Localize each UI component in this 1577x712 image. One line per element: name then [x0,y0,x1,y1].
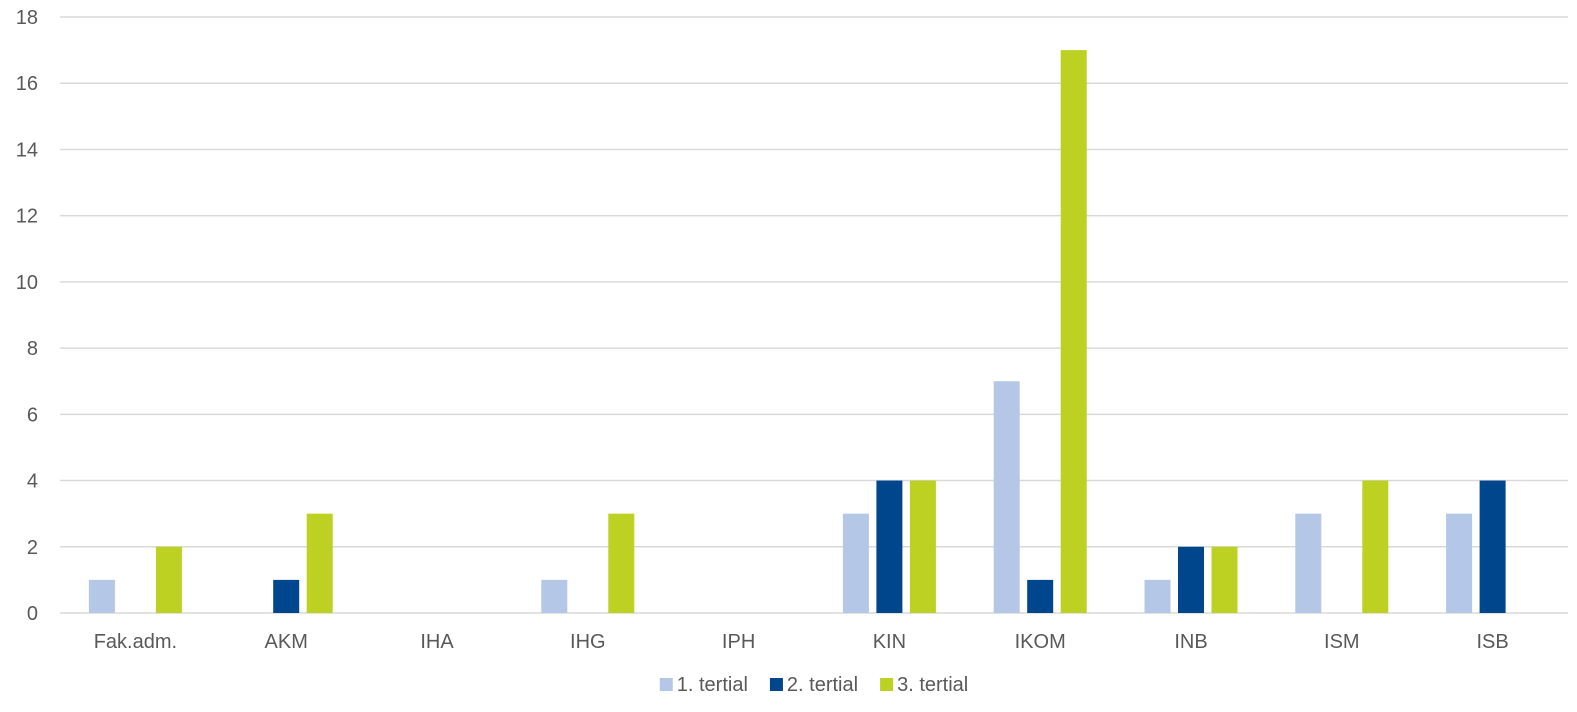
legend-label: 1. tertial [677,674,748,696]
x-tick-label: IHG [570,631,606,653]
y-tick-label: 16 [16,73,38,95]
bar-1-kin [842,513,869,613]
bar-1-inb [1144,579,1171,613]
bar-3-akm [306,513,333,613]
x-tick-label: ISB [1476,631,1508,653]
gridlines [60,16,1568,614]
bar-3-fak-adm- [155,546,182,613]
x-axis-ticks: Fak.adm. AKM IHA IHG IPH KIN IKOM INB ISM ISB [94,631,1509,653]
x-tick-label: KIN [873,631,906,653]
bar-1-ihg [541,579,568,613]
bar-1-isb [1446,513,1473,613]
y-tick-label: 12 [16,206,38,228]
bar-2-isb [1479,480,1506,613]
legend-swatch [880,678,894,691]
bar-2-kin [876,480,903,613]
legend-label: 2. tertial [787,674,858,696]
legend: 1. tertial 2. tertial 3. tertial [659,674,968,696]
bar-2-ikom [1027,579,1054,613]
legend-swatch [769,678,783,691]
bar-3-ism [1362,480,1389,613]
y-tick-label: 2 [27,537,38,559]
y-tick-label: 6 [27,404,38,426]
bar-1-ism [1295,513,1322,613]
y-tick-label: 18 [16,7,38,29]
x-tick-label: INB [1174,631,1207,653]
legend-swatch [659,678,673,691]
bar-3-kin [909,480,936,613]
y-tick-label: 10 [16,272,38,294]
bar-1-fak-adm- [88,579,115,613]
x-tick-label: IPH [722,631,755,653]
x-tick-label: Fak.adm. [94,631,177,653]
y-tick-label: 4 [27,471,38,493]
x-tick-label: AKM [265,631,308,653]
x-tick-label: IKOM [1015,631,1066,653]
bar-2-akm [273,579,300,613]
legend-label: 3. tertial [897,674,968,696]
y-tick-label: 8 [27,338,38,360]
bar-3-inb [1211,546,1238,613]
y-tick-label: 0 [27,603,38,625]
x-tick-label: IHA [420,631,454,653]
x-tick-label: ISM [1324,631,1360,653]
bar-2-inb [1178,546,1204,613]
y-tick-label: 14 [16,139,38,161]
bar-1-ikom [993,381,1020,613]
y-axis-ticks: 0 2 4 6 8 10 12 14 16 18 [16,7,38,625]
bar-3-ikom [1060,50,1087,614]
bar-3-ihg [608,513,635,613]
bars [88,50,1506,614]
